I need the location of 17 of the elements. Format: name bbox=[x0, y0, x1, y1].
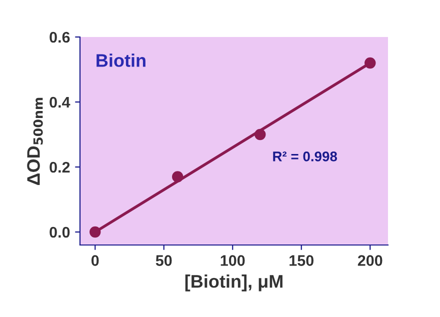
x-tick-label: 100 bbox=[220, 255, 245, 266]
y-tick-label: 0.4 bbox=[50, 96, 70, 108]
point bbox=[172, 171, 184, 182]
point bbox=[90, 226, 101, 238]
point bbox=[254, 128, 266, 140]
x-tick-label: 50 bbox=[156, 255, 172, 266]
x-tick-label: 0 bbox=[91, 255, 99, 266]
annotation: R² = 0.998 bbox=[273, 152, 338, 162]
x-axis-title: [Biotin], μM bbox=[185, 274, 282, 292]
point bbox=[364, 57, 376, 69]
x-tick-label: 200 bbox=[358, 255, 382, 266]
y-tick-label: 0.6 bbox=[50, 32, 70, 43]
x-tick-label: 150 bbox=[290, 255, 314, 266]
y-tick-label: 0.0 bbox=[50, 226, 70, 238]
text: Biotin bbox=[96, 54, 146, 67]
y-axis-title: ΔOD$_{500nm}$ bbox=[27, 98, 43, 185]
y-tick-label: 0.2 bbox=[50, 162, 70, 173]
